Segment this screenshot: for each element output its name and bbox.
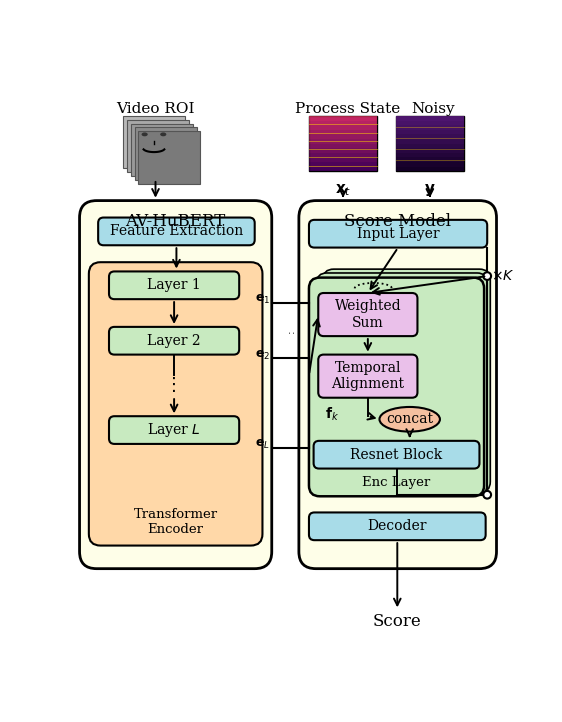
- FancyBboxPatch shape: [318, 293, 418, 336]
- FancyBboxPatch shape: [109, 416, 239, 444]
- Bar: [309, 139, 377, 144]
- Ellipse shape: [160, 132, 166, 136]
- Bar: [309, 153, 377, 157]
- Text: Resnet Block: Resnet Block: [350, 448, 443, 461]
- Bar: [396, 139, 464, 144]
- FancyBboxPatch shape: [98, 217, 255, 245]
- Text: $\mathbf{e}_2$: $\mathbf{e}_2$: [255, 349, 270, 362]
- FancyBboxPatch shape: [314, 441, 479, 469]
- Text: :: :: [285, 329, 296, 333]
- Bar: [396, 116, 464, 121]
- Text: Video ROI: Video ROI: [116, 102, 195, 116]
- FancyBboxPatch shape: [309, 220, 487, 248]
- Text: AV-HuBERT: AV-HuBERT: [125, 213, 226, 230]
- Text: $\mathbf{e}_1$: $\mathbf{e}_1$: [255, 293, 270, 306]
- Text: $\mathbf{x}_t$: $\mathbf{x}_t$: [335, 182, 351, 198]
- Text: Score Model: Score Model: [344, 213, 451, 230]
- Text: Decoder: Decoder: [368, 519, 427, 534]
- Text: concat: concat: [386, 412, 433, 426]
- Text: Temporal
Alignment: Temporal Alignment: [332, 361, 404, 391]
- Circle shape: [483, 272, 491, 280]
- FancyBboxPatch shape: [80, 201, 272, 569]
- Text: Layer 2: Layer 2: [147, 334, 201, 348]
- Bar: [309, 130, 377, 134]
- Bar: [309, 144, 377, 148]
- FancyBboxPatch shape: [309, 277, 484, 496]
- FancyBboxPatch shape: [299, 201, 496, 569]
- Text: Feature Extraction: Feature Extraction: [110, 225, 243, 238]
- FancyBboxPatch shape: [89, 262, 262, 546]
- Bar: [396, 153, 464, 157]
- Text: Input Layer: Input Layer: [357, 227, 439, 240]
- Text: $\mathbf{f}_k$: $\mathbf{f}_k$: [325, 406, 339, 423]
- Bar: [127, 120, 189, 172]
- Bar: [138, 131, 201, 183]
- Bar: [396, 144, 464, 148]
- Bar: [396, 134, 464, 139]
- Text: $\mathbf{e}_L$: $\mathbf{e}_L$: [255, 438, 270, 451]
- Text: Transformer
Encoder: Transformer Encoder: [134, 508, 217, 536]
- Bar: [309, 167, 377, 171]
- Ellipse shape: [142, 132, 148, 136]
- Bar: [396, 162, 464, 167]
- Bar: [396, 130, 464, 134]
- Bar: [309, 116, 377, 171]
- Text: $\mathbf{y}$: $\mathbf{y}$: [424, 182, 436, 198]
- Bar: [396, 116, 464, 171]
- Bar: [309, 148, 377, 153]
- Bar: [396, 125, 464, 130]
- Ellipse shape: [379, 407, 440, 432]
- FancyBboxPatch shape: [309, 513, 486, 540]
- Bar: [309, 121, 377, 125]
- Bar: [309, 157, 377, 162]
- Bar: [309, 162, 377, 167]
- Bar: [309, 125, 377, 130]
- Text: Layer $L$: Layer $L$: [147, 421, 201, 439]
- Text: $\times K$: $\times K$: [491, 269, 515, 283]
- Text: Enc Layer: Enc Layer: [362, 476, 430, 489]
- Bar: [123, 116, 185, 168]
- Text: Noisy: Noisy: [411, 102, 455, 116]
- Text: Weighted
Sum: Weighted Sum: [334, 300, 401, 330]
- Bar: [309, 116, 377, 121]
- Bar: [396, 167, 464, 171]
- Bar: [309, 134, 377, 139]
- FancyBboxPatch shape: [318, 355, 418, 398]
- Text: Layer 1: Layer 1: [147, 278, 201, 292]
- Bar: [396, 148, 464, 153]
- Bar: [396, 157, 464, 162]
- Text: Score: Score: [373, 613, 422, 630]
- FancyBboxPatch shape: [109, 327, 239, 355]
- Text: Process State: Process State: [295, 102, 400, 116]
- Circle shape: [483, 491, 491, 499]
- FancyBboxPatch shape: [323, 269, 490, 492]
- Bar: [134, 128, 197, 180]
- Bar: [131, 123, 193, 176]
- FancyBboxPatch shape: [109, 271, 239, 299]
- Bar: [396, 121, 464, 125]
- Text: ⋮: ⋮: [165, 376, 183, 394]
- FancyBboxPatch shape: [317, 273, 487, 495]
